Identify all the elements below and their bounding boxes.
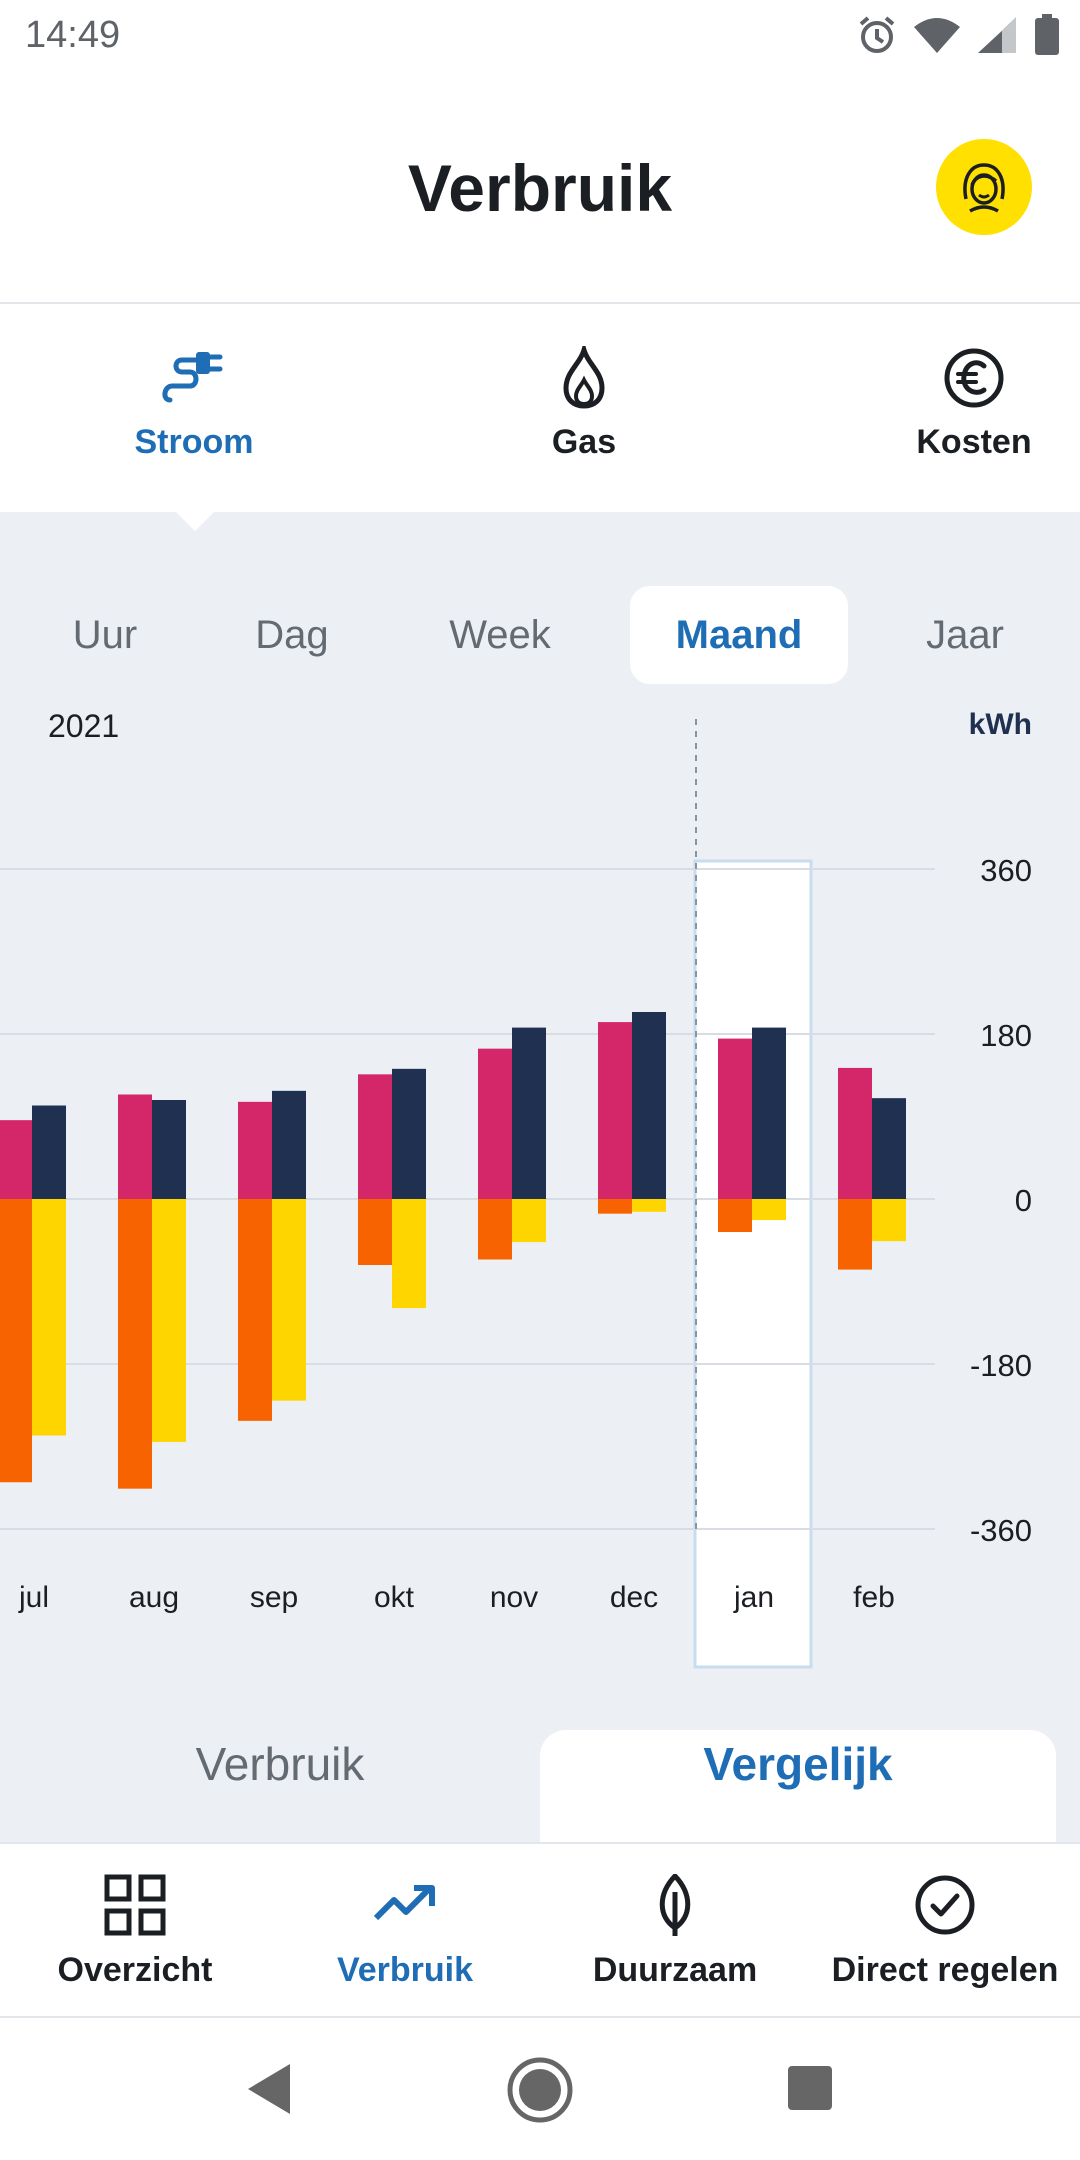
x-tick-label[interactable]: sep	[250, 1581, 298, 1614]
alarm-icon	[859, 16, 895, 53]
status-time: 14:49	[25, 14, 121, 56]
active-tab-pointer	[174, 510, 216, 531]
bar-return-b-jan[interactable]	[752, 1199, 786, 1221]
bar-return-b-okt[interactable]	[392, 1199, 426, 1309]
nav-overzicht-label: Overzicht	[57, 1951, 213, 1989]
bar-consumption-b-feb[interactable]	[872, 1098, 906, 1199]
x-tick-label[interactable]: dec	[610, 1581, 658, 1614]
nav-direct-regelen-label: Direct regelen	[831, 1951, 1059, 1989]
recents-icon[interactable]	[786, 2064, 834, 2112]
chart-year-label: 2021	[48, 708, 120, 744]
bar-return-a-nov[interactable]	[478, 1199, 512, 1260]
tab-stroom[interactable]: Stroom	[74, 346, 314, 462]
toggle-vergelijk[interactable]: Vergelijk	[540, 1730, 1056, 1842]
bar-return-b-jul[interactable]	[32, 1199, 66, 1436]
bar-return-b-nov[interactable]	[512, 1199, 546, 1243]
woman-face-icon	[963, 163, 1005, 213]
bar-consumption-a-okt[interactable]	[358, 1074, 392, 1199]
nav-duurzaam-label: Duurzaam	[592, 1951, 758, 1989]
bar-consumption-b-jan[interactable]	[752, 1027, 786, 1199]
period-uur[interactable]: Uur	[72, 612, 138, 657]
check-circle-icon	[915, 1875, 975, 1935]
bar-consumption-b-jul[interactable]	[32, 1105, 66, 1200]
flame-icon	[563, 340, 605, 409]
bar-return-a-aug[interactable]	[118, 1199, 152, 1489]
y-tick-label: 360	[980, 853, 1032, 888]
signal-icon	[978, 17, 1016, 53]
bar-return-b-aug[interactable]	[152, 1199, 186, 1442]
y-tick-label: -180	[970, 1348, 1032, 1383]
home-icon[interactable]	[506, 2056, 574, 2124]
period-dag[interactable]: Dag	[255, 612, 329, 657]
nav-direct-regelen[interactable]: Direct regelen	[810, 1874, 1080, 1990]
tab-stroom-label: Stroom	[134, 423, 254, 461]
chart-section: Uur Dag Week Maand Jaar 2021 kWh 360 180 0…	[0, 512, 1080, 1842]
y-tick-label: 180	[980, 1018, 1032, 1053]
nav-verbruik[interactable]: Verbruik	[270, 1874, 540, 1990]
period-maand[interactable]: Maand	[630, 586, 848, 684]
bar-consumption-a-aug[interactable]	[118, 1094, 152, 1200]
bar-return-a-jul[interactable]	[0, 1199, 32, 1483]
bar-consumption-b-dec[interactable]	[632, 1012, 666, 1199]
leaf-icon	[659, 1872, 691, 1936]
x-tick-label[interactable]: jul	[18, 1581, 49, 1614]
bar-return-b-feb[interactable]	[872, 1199, 906, 1242]
x-tick-label[interactable]: aug	[129, 1581, 179, 1614]
energy-tabs: Stroom Gas Kosten	[0, 306, 1080, 512]
bar-consumption-a-jul[interactable]	[0, 1120, 32, 1199]
x-tick-label[interactable]: okt	[374, 1581, 415, 1614]
selected-month-highlight[interactable]	[693, 859, 813, 1669]
tab-gas-label: Gas	[551, 423, 617, 461]
status-icons	[856, 14, 1060, 56]
back-icon[interactable]	[244, 2062, 294, 2116]
usage-bar-chart[interactable]: 360 180 0 -180 -360 jul aug sep okt nov dec jan feb	[0, 512, 1080, 1692]
app-header: Verbruik	[0, 72, 1080, 304]
y-tick-label: -360	[970, 1513, 1032, 1548]
y-tick-label: 0	[1015, 1183, 1032, 1218]
nav-overzicht[interactable]: Overzicht	[0, 1874, 270, 1990]
tab-kosten-label: Kosten	[916, 423, 1032, 461]
bar-return-a-sep[interactable]	[238, 1199, 272, 1421]
bottom-navigation: Overzicht Verbruik Duurzaam Direct regel…	[0, 1842, 1080, 2018]
system-navigation-bar	[0, 2020, 1080, 2160]
avatar[interactable]	[936, 139, 1032, 235]
bar-return-a-dec[interactable]	[598, 1199, 632, 1214]
period-week[interactable]: Week	[449, 612, 551, 657]
bar-return-a-jan[interactable]	[718, 1199, 752, 1232]
bar-consumption-b-sep[interactable]	[272, 1090, 306, 1199]
x-tick-label[interactable]: feb	[853, 1581, 895, 1614]
bar-return-a-feb[interactable]	[838, 1199, 872, 1270]
x-tick-label[interactable]: nov	[490, 1581, 538, 1614]
trend-up-icon	[373, 1885, 435, 1921]
period-jaar[interactable]: Jaar	[926, 612, 1004, 657]
wifi-icon	[914, 18, 960, 53]
bar-consumption-a-feb[interactable]	[838, 1067, 872, 1199]
bar-consumption-b-nov[interactable]	[512, 1027, 546, 1199]
bar-return-a-okt[interactable]	[358, 1199, 392, 1265]
bar-consumption-a-jan[interactable]	[718, 1038, 752, 1199]
toggle-verbruik[interactable]: Verbruik	[195, 1738, 365, 1790]
euro-icon	[944, 348, 1004, 408]
bar-return-b-sep[interactable]	[272, 1199, 306, 1401]
battery-icon	[1035, 14, 1059, 55]
nav-duurzaam[interactable]: Duurzaam	[540, 1872, 810, 1990]
x-tick-label[interactable]: jan	[733, 1581, 774, 1614]
page-title: Verbruik	[407, 151, 673, 225]
plug-icon	[162, 352, 223, 403]
tab-kosten[interactable]: Kosten	[854, 346, 1080, 462]
bar-consumption-b-aug[interactable]	[152, 1100, 186, 1199]
bar-consumption-a-nov[interactable]	[478, 1048, 512, 1199]
nav-verbruik-label: Verbruik	[336, 1951, 474, 1989]
bar-consumption-a-dec[interactable]	[598, 1022, 632, 1199]
tab-gas[interactable]: Gas	[464, 340, 704, 462]
status-bar: 14:49	[0, 0, 1080, 72]
bar-consumption-b-okt[interactable]	[392, 1068, 426, 1199]
chart-unit-label: kWh	[968, 708, 1032, 741]
bar-return-b-dec[interactable]	[632, 1199, 666, 1212]
bar-consumption-a-sep[interactable]	[238, 1101, 272, 1199]
grid-icon	[104, 1874, 166, 1936]
